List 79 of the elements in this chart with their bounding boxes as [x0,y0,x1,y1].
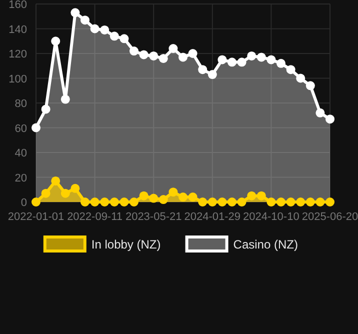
point [51,176,60,186]
point [228,58,236,67]
point [70,8,80,18]
point [247,191,256,200]
point [218,198,227,206]
point [316,198,325,206]
point [80,198,90,206]
point [237,198,246,206]
point [149,194,158,203]
point [276,198,286,206]
point [237,58,246,67]
point [51,36,60,46]
x-tick-label: 2022-09-11 [67,211,123,223]
point [130,198,138,206]
point [70,184,80,193]
point [228,198,236,206]
x-tick-label: 2025-06-20 [302,211,358,223]
point [218,55,227,64]
point [188,49,198,58]
point [90,24,100,34]
point [158,54,168,63]
point [41,188,50,198]
point [32,123,40,132]
x-tick-label: 2023-05-21 [125,211,182,223]
point [100,198,110,206]
point [198,198,208,206]
y-tick-label: 140 [8,24,27,36]
point [80,16,90,25]
y-tick-label: 160 [8,0,27,11]
point [139,191,148,200]
point [60,188,70,198]
point [149,51,158,60]
point [296,198,306,206]
y-tick-label: 80 [14,98,27,110]
point [158,195,168,204]
point [326,114,334,124]
point [286,198,296,206]
y-tick-label: 20 [14,172,27,184]
point [178,52,188,62]
point [208,198,217,206]
point [32,198,40,206]
point [266,55,276,64]
point [256,191,266,200]
x-tick-label: 2024-01-29 [184,211,241,223]
point [256,52,266,62]
x-tick-label: 2024-10-10 [243,211,300,223]
point [316,108,325,118]
point [276,58,286,68]
y-tick-label: 60 [14,122,27,135]
y-tick-label: 120 [8,48,27,60]
point [198,65,208,74]
point [90,198,100,206]
y-tick-label: 100 [8,73,27,86]
point [41,104,50,114]
point [306,198,315,206]
point [247,51,256,60]
y-tick-label: 0 [20,197,27,209]
point [296,74,306,83]
point [60,94,70,104]
point [100,25,110,34]
point [208,70,217,80]
point [188,192,198,202]
point [286,65,296,74]
point [178,192,188,202]
point [120,34,129,44]
point [130,46,138,56]
legend-label: Casino (NZ) [233,238,298,252]
point [139,50,148,60]
point [266,198,276,206]
point [326,198,334,206]
x-tick-label: 2022-01-01 [8,211,64,223]
point [306,81,315,90]
point [168,44,178,54]
y-tick-label: 40 [14,148,27,160]
point [110,32,119,41]
legend-label: In lobby (NZ) [91,238,161,252]
point [120,198,129,206]
point [168,188,178,197]
point [110,198,119,206]
